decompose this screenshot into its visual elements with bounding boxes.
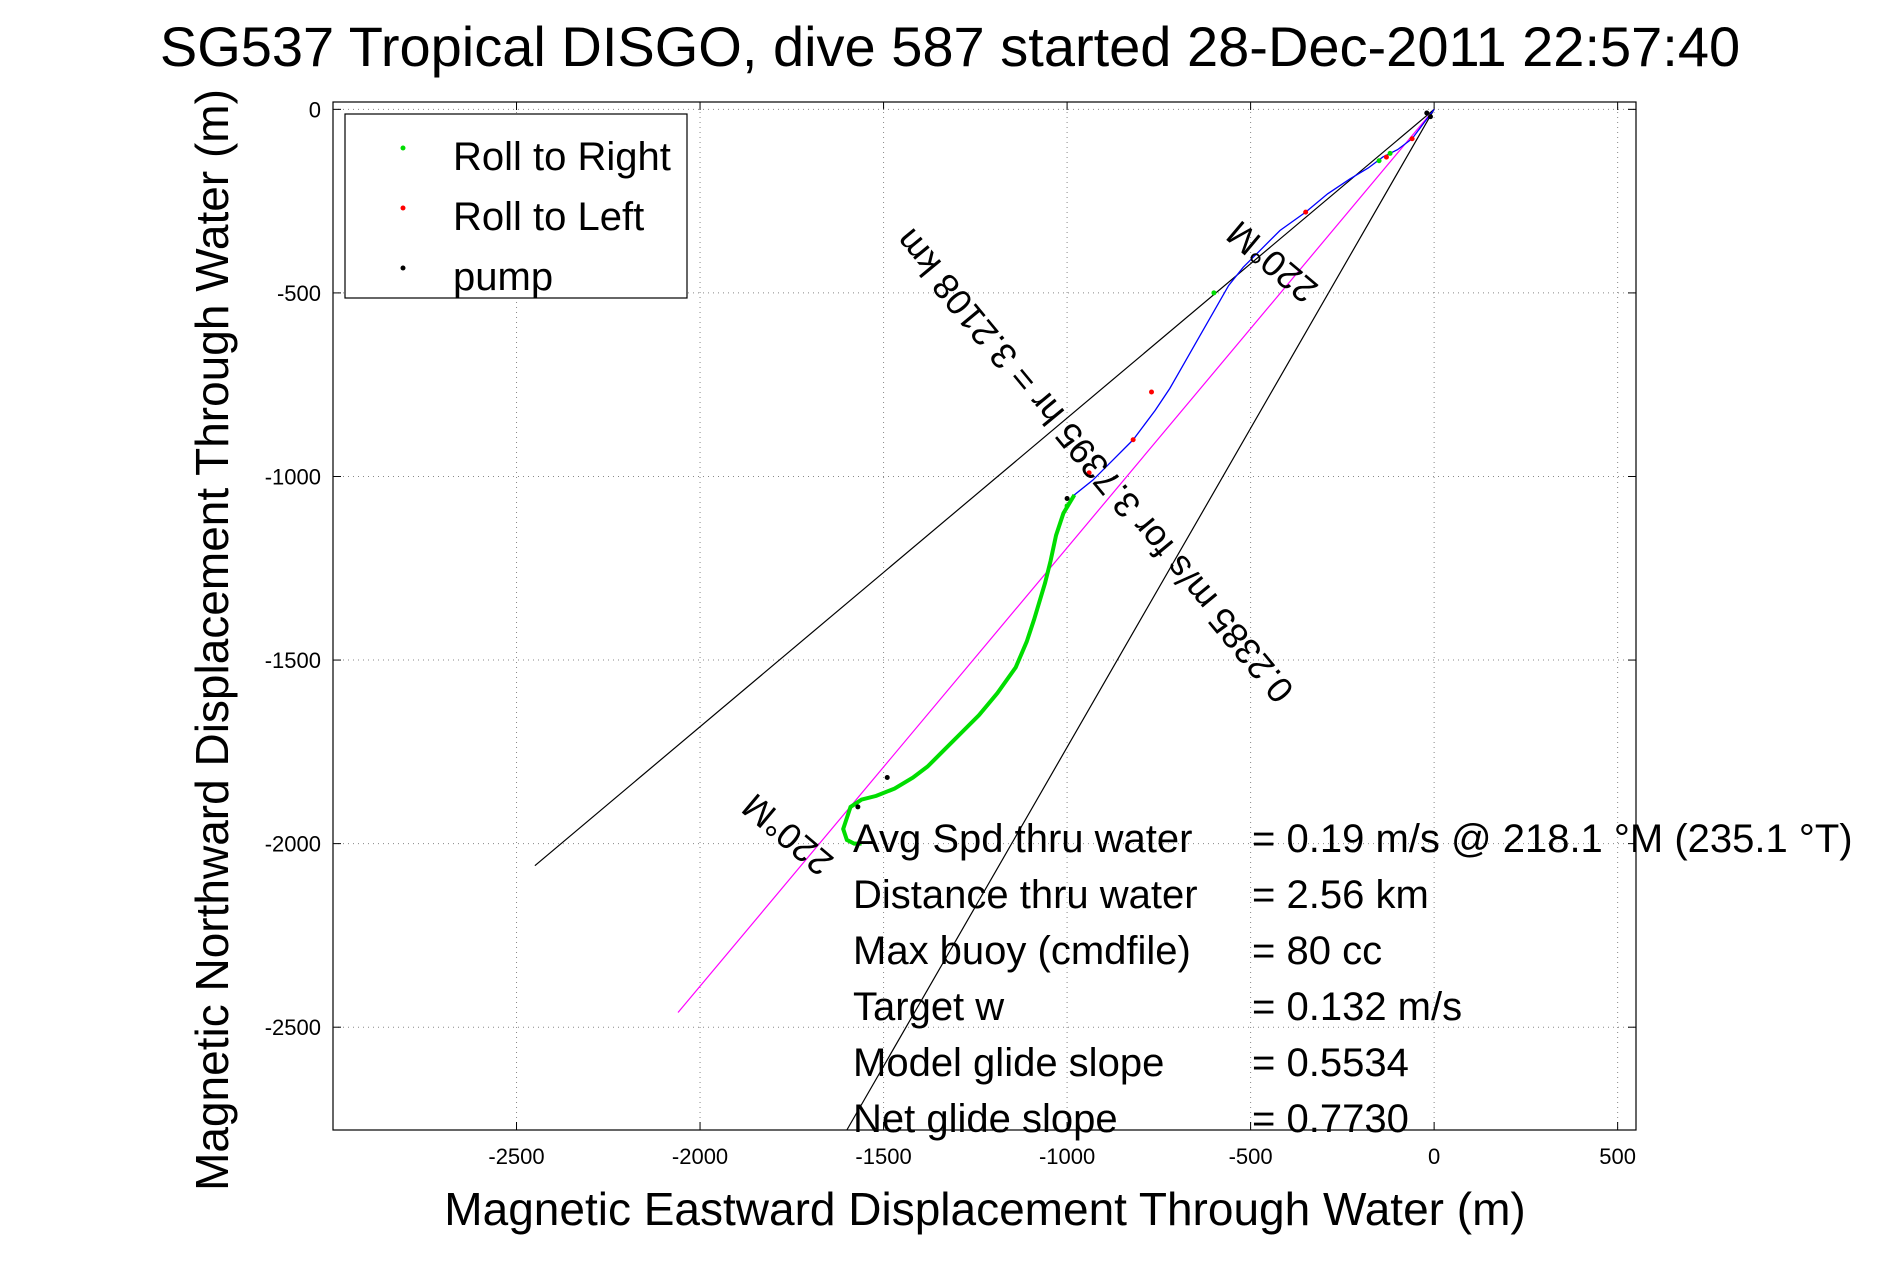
stats-block: Avg Spd thru water = 0.19 m/s @ 218.1 °M …: [853, 817, 1853, 1141]
y-tick-label: -500: [277, 281, 321, 306]
legend-entry: Roll to Left: [453, 195, 644, 239]
roll-right-segment: [841, 493, 1077, 846]
stat-value: = 80 cc: [1252, 929, 1382, 973]
x-tick-label: -1500: [855, 1144, 911, 1169]
pump-point: [884, 775, 890, 781]
stat-label: Avg Spd thru water: [853, 817, 1192, 861]
pump-point: [855, 804, 861, 810]
x-tick-label: -1000: [1039, 1144, 1095, 1169]
stat-label: Model glide slope: [853, 1041, 1164, 1085]
stat-value: = 2.56 km: [1252, 873, 1429, 917]
roll-right-point: [1387, 150, 1393, 156]
reference-line-magenta: [677, 108, 1435, 1013]
stat-label: Target w: [853, 985, 1004, 1029]
y-tick-label: -2000: [265, 832, 321, 857]
roll-left-point: [1303, 209, 1309, 215]
y-tick-label: -2500: [265, 1015, 321, 1040]
chart-title: SG537 Tropical DISGO, dive 587 started 2…: [160, 15, 1740, 78]
roll-right-point: [1376, 158, 1382, 164]
legend-marker: [400, 265, 406, 271]
x-tick-label: -2500: [488, 1144, 544, 1169]
legend-entry: pump: [453, 255, 553, 299]
reference-line-wedge-right: [846, 109, 1435, 1131]
y-tick-label: 0: [309, 97, 321, 122]
legend-entry: Roll to Right: [453, 135, 671, 179]
roll-right-point: [1064, 503, 1070, 509]
roll-left-point: [1086, 470, 1092, 476]
pump-point: [1424, 110, 1430, 116]
x-tick-label: 0: [1428, 1144, 1440, 1169]
pump-point: [1064, 496, 1070, 502]
data-layer: [534, 108, 1435, 1131]
stat-value: = 0.7730: [1252, 1097, 1409, 1141]
stat-value: = 0.5534: [1252, 1041, 1409, 1085]
pump-point: [1427, 114, 1433, 120]
legend: Roll to Right Roll to Left pump: [344, 113, 688, 299]
x-tick-label: -500: [1229, 1144, 1273, 1169]
roll-left-point: [1409, 136, 1415, 142]
roll-left-point: [1149, 389, 1155, 395]
y-tick-label: -1500: [265, 648, 321, 673]
legend-marker: [400, 205, 406, 211]
legend-marker: [400, 145, 406, 151]
stat-label: Net glide slope: [853, 1097, 1118, 1141]
stat-value: = 0.19 m/s @ 218.1 °M (235.1 °T): [1252, 817, 1853, 861]
y-tick-label: -1000: [265, 464, 321, 489]
x-tick-label: -2000: [672, 1144, 728, 1169]
roll-left-point: [1130, 437, 1136, 443]
x-axis-label: Magnetic Eastward Displacement Through W…: [444, 1183, 1525, 1235]
roll-left-point: [1383, 154, 1389, 160]
stat-label: Max buoy (cmdfile): [853, 929, 1191, 973]
stat-value: = 0.132 m/s: [1252, 985, 1462, 1029]
y-axis-label: Magnetic Northward Displacement Through …: [186, 89, 238, 1191]
x-tick-label: 500: [1599, 1144, 1636, 1169]
roll-right-point: [1211, 290, 1217, 296]
stat-label: Distance thru water: [853, 873, 1198, 917]
reference-line-wedge-left: [534, 108, 1435, 867]
